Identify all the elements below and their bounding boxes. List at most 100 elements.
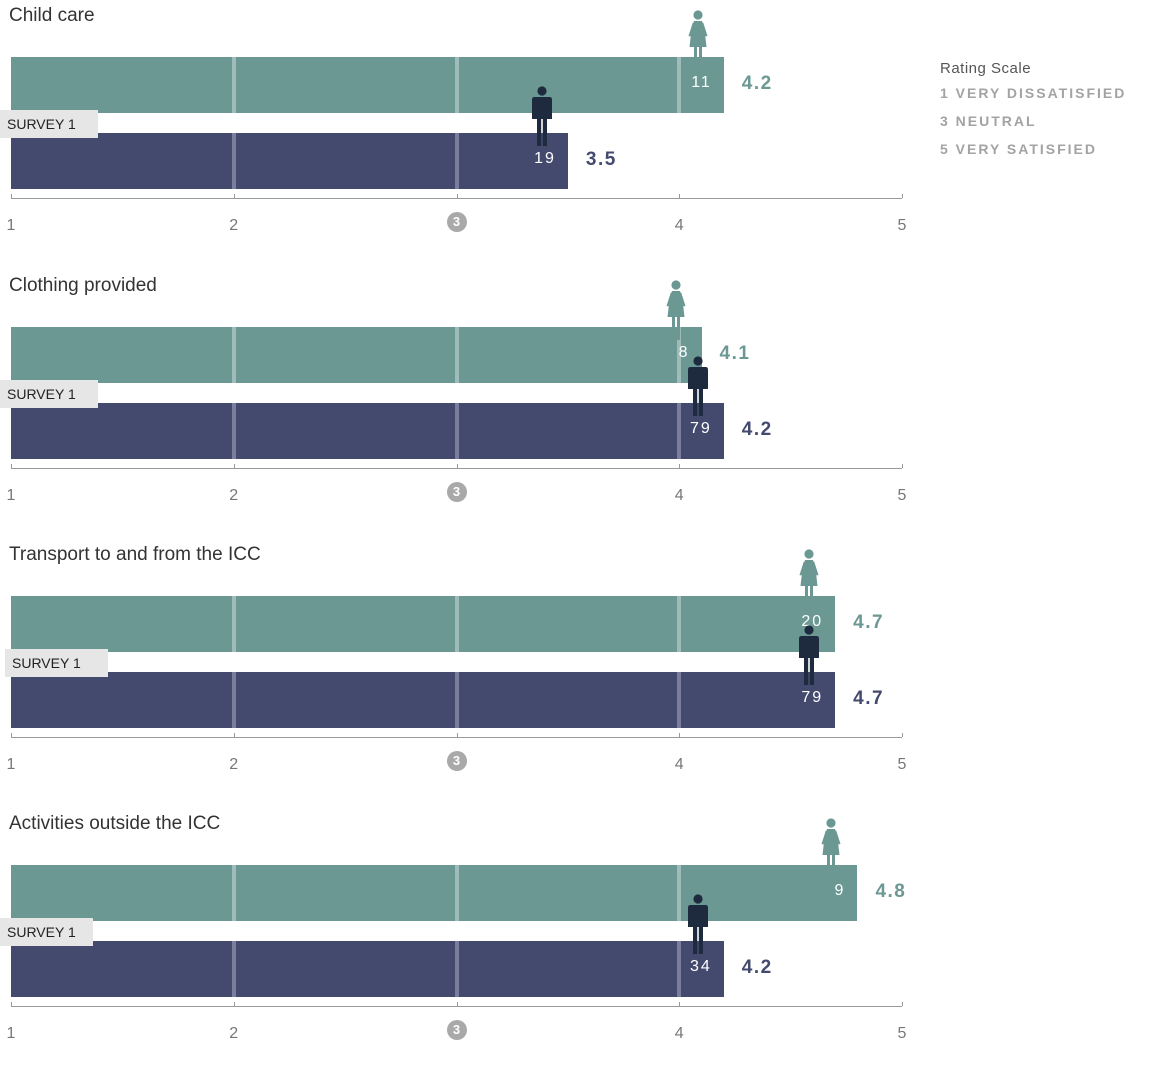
survey-label: SURVEY 1 (0, 380, 98, 408)
panel-title: Clothing provided (9, 275, 157, 296)
legend-title: Rating Scale (940, 60, 1032, 77)
male-rating-bar (11, 941, 724, 997)
female-person-icon (664, 280, 688, 340)
bar-gridline (454, 327, 459, 383)
bar-gridline (677, 57, 682, 113)
female-rating-bar (11, 865, 858, 921)
x-axis-line (11, 198, 902, 199)
neutral-tick-label: 3 (446, 751, 467, 771)
x-axis-tick (902, 194, 903, 198)
x-axis-tick (456, 464, 458, 468)
female-person-icon (819, 818, 843, 878)
legend-item-very-dissatisfied: 1 VERY DISSATISFIED (940, 85, 1127, 101)
neutral-tick-label: 3 (446, 212, 467, 232)
x-tick-label: 4 (674, 217, 684, 234)
panel-title: Transport to and from the ICC (9, 544, 261, 565)
x-tick-label: 1 (6, 1025, 16, 1042)
rating-value-label: 4.1 (719, 343, 751, 364)
x-axis-tick (456, 733, 458, 737)
x-axis-tick (11, 464, 12, 468)
rating-value-label: 4.2 (741, 73, 773, 94)
male-person-icon (686, 894, 710, 954)
x-axis-line (11, 1006, 902, 1007)
neutral-tick-label: 3 (446, 482, 467, 502)
x-axis-tick (233, 733, 235, 737)
bar-gridline (454, 57, 459, 113)
male-person-icon (530, 86, 554, 146)
bar-gridline (677, 672, 682, 728)
respondent-count: 20 (801, 613, 824, 630)
bar-gridline (231, 57, 236, 113)
male-rating-bar (11, 133, 568, 189)
respondent-count: 79 (690, 420, 712, 437)
survey-label: SURVEY 1 (0, 918, 93, 946)
x-tick-label: 2 (229, 487, 239, 504)
respondent-count: 11 (691, 74, 712, 91)
legend-item-very-satisfied: 5 VERY SATISFIED (940, 141, 1097, 157)
bar-gridline (677, 327, 682, 383)
bar-gridline (231, 403, 236, 459)
x-axis-tick (902, 464, 903, 468)
respondent-count: 34 (690, 958, 712, 975)
female-rating-bar (11, 327, 702, 383)
female-person-icon (797, 549, 821, 609)
x-axis-tick (902, 1002, 903, 1006)
bar-gridline (677, 596, 682, 652)
x-axis-tick (456, 1002, 458, 1006)
bar-gridline (231, 596, 236, 652)
panel-title: Activities outside the ICC (9, 813, 221, 834)
x-tick-label: 5 (897, 756, 907, 773)
x-tick-label: 1 (6, 487, 16, 504)
female-rating-bar (11, 57, 724, 113)
x-tick-label: 1 (6, 217, 16, 234)
x-axis-tick (902, 733, 903, 737)
panel-title: Child care (9, 5, 95, 26)
x-tick-label: 2 (229, 217, 239, 234)
bar-gridline (231, 672, 236, 728)
female-rating-bar (11, 596, 836, 652)
respondent-count: 19 (534, 150, 556, 167)
chart-panel-3: Transport to and from the ICC 20 4.7 79 4.7 S… (0, 541, 920, 803)
bar-gridline (231, 941, 236, 997)
x-axis-tick (679, 1002, 681, 1006)
legend-item-neutral: 3 NEUTRAL (940, 113, 1037, 129)
chart-panel-4: Activities outside the ICC 9 4.8 34 4.2 SURVE… (0, 810, 920, 1072)
x-tick-label: 5 (897, 1025, 907, 1042)
bar-gridline (454, 941, 459, 997)
bar-gridline (454, 596, 459, 652)
rating-value-label: 4.7 (853, 612, 885, 633)
male-person-icon (686, 356, 710, 416)
x-axis-tick (11, 194, 12, 198)
survey-label: SURVEY 1 (5, 649, 108, 677)
rating-value-label: 4.2 (741, 957, 773, 978)
female-person-icon (686, 10, 710, 70)
x-axis-line (11, 468, 902, 469)
x-axis-tick (679, 194, 681, 198)
x-tick-label: 5 (897, 487, 907, 504)
x-axis-tick (11, 1002, 12, 1006)
x-tick-label: 4 (674, 1025, 684, 1042)
bar-gridline (677, 403, 682, 459)
chart-panel-1: Child care 11 4.2 19 3.5 SURVEY 1 1 2 3 4 5 (0, 2, 920, 264)
x-axis-tick (233, 1002, 235, 1006)
x-axis-tick (11, 733, 12, 737)
chart-panel-2: Clothing provided 8 4.1 79 4.2 SURVEY 1 1 2 3 4 5 (0, 272, 920, 534)
bar-gridline (454, 403, 459, 459)
rating-value-label: 4.7 (853, 688, 885, 709)
x-axis-tick (456, 194, 458, 198)
x-axis-tick (233, 464, 235, 468)
bar-gridline (231, 327, 236, 383)
rating-scale-legend: Rating Scale 1 VERY DISSATISFIED 3 NEUTR… (940, 60, 1126, 169)
respondent-count: 8 (678, 344, 690, 361)
neutral-tick-label: 3 (446, 1020, 467, 1040)
bar-gridline (677, 941, 682, 997)
bar-gridline (454, 672, 459, 728)
rating-value-label: 3.5 (585, 149, 617, 170)
bar-gridline (454, 865, 459, 921)
bar-gridline (677, 865, 682, 921)
bar-gridline (454, 133, 459, 189)
rating-value-label: 4.8 (875, 881, 907, 902)
x-axis-tick (679, 464, 681, 468)
male-rating-bar (11, 403, 724, 459)
